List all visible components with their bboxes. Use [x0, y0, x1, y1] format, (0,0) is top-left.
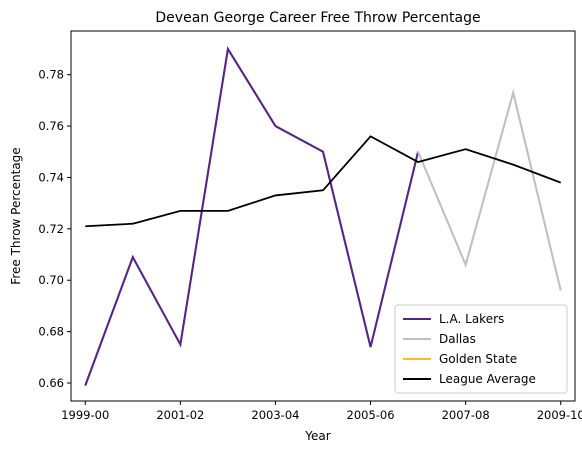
y-tick-label: 0.74: [38, 170, 64, 184]
y-tick-label: 0.76: [38, 119, 64, 133]
chart-title: Devean George Career Free Throw Percenta…: [155, 10, 480, 26]
series-line-league-average: [85, 135, 562, 228]
x-axis: 1999-00 2001-02 2003-04 2005-06 2007-08 2009-…: [61, 401, 582, 422]
x-tick-label: 2007-08: [442, 408, 490, 422]
y-tick-label: 0.70: [38, 273, 64, 287]
y-axis-label: Free Throw Percentage: [9, 147, 23, 284]
legend-label: Golden State: [439, 352, 517, 366]
legend-label: L.A. Lakers: [439, 312, 504, 326]
series-line-dallas: [417, 88, 562, 291]
y-tick-label: 0.78: [38, 68, 64, 82]
legend: L.A. Lakers Dallas Golden State League Aver…: [394, 304, 568, 394]
x-tick-label: 2003-04: [251, 408, 299, 422]
x-tick-label: 2009-10: [537, 408, 582, 422]
y-tick-label: 0.68: [38, 325, 64, 339]
x-tick-label: 1999-00: [61, 408, 109, 422]
legend-label: League Average: [439, 372, 536, 386]
y-axis: 0.66 0.68 0.70 0.72 0.74 0.76 0.78: [38, 68, 71, 390]
plot-lines: [84, 46, 562, 386]
legend-box: [394, 304, 568, 394]
legend-label: Dallas: [439, 332, 476, 346]
series-line-l-a-lakers: [84, 46, 420, 386]
x-tick-label: 2001-02: [156, 408, 204, 422]
y-tick-label: 0.66: [38, 376, 64, 390]
y-tick-label: 0.72: [38, 222, 64, 236]
x-tick-label: 2005-06: [347, 408, 395, 422]
x-axis-label: Year: [304, 429, 330, 443]
plot-frame: [70, 30, 576, 402]
